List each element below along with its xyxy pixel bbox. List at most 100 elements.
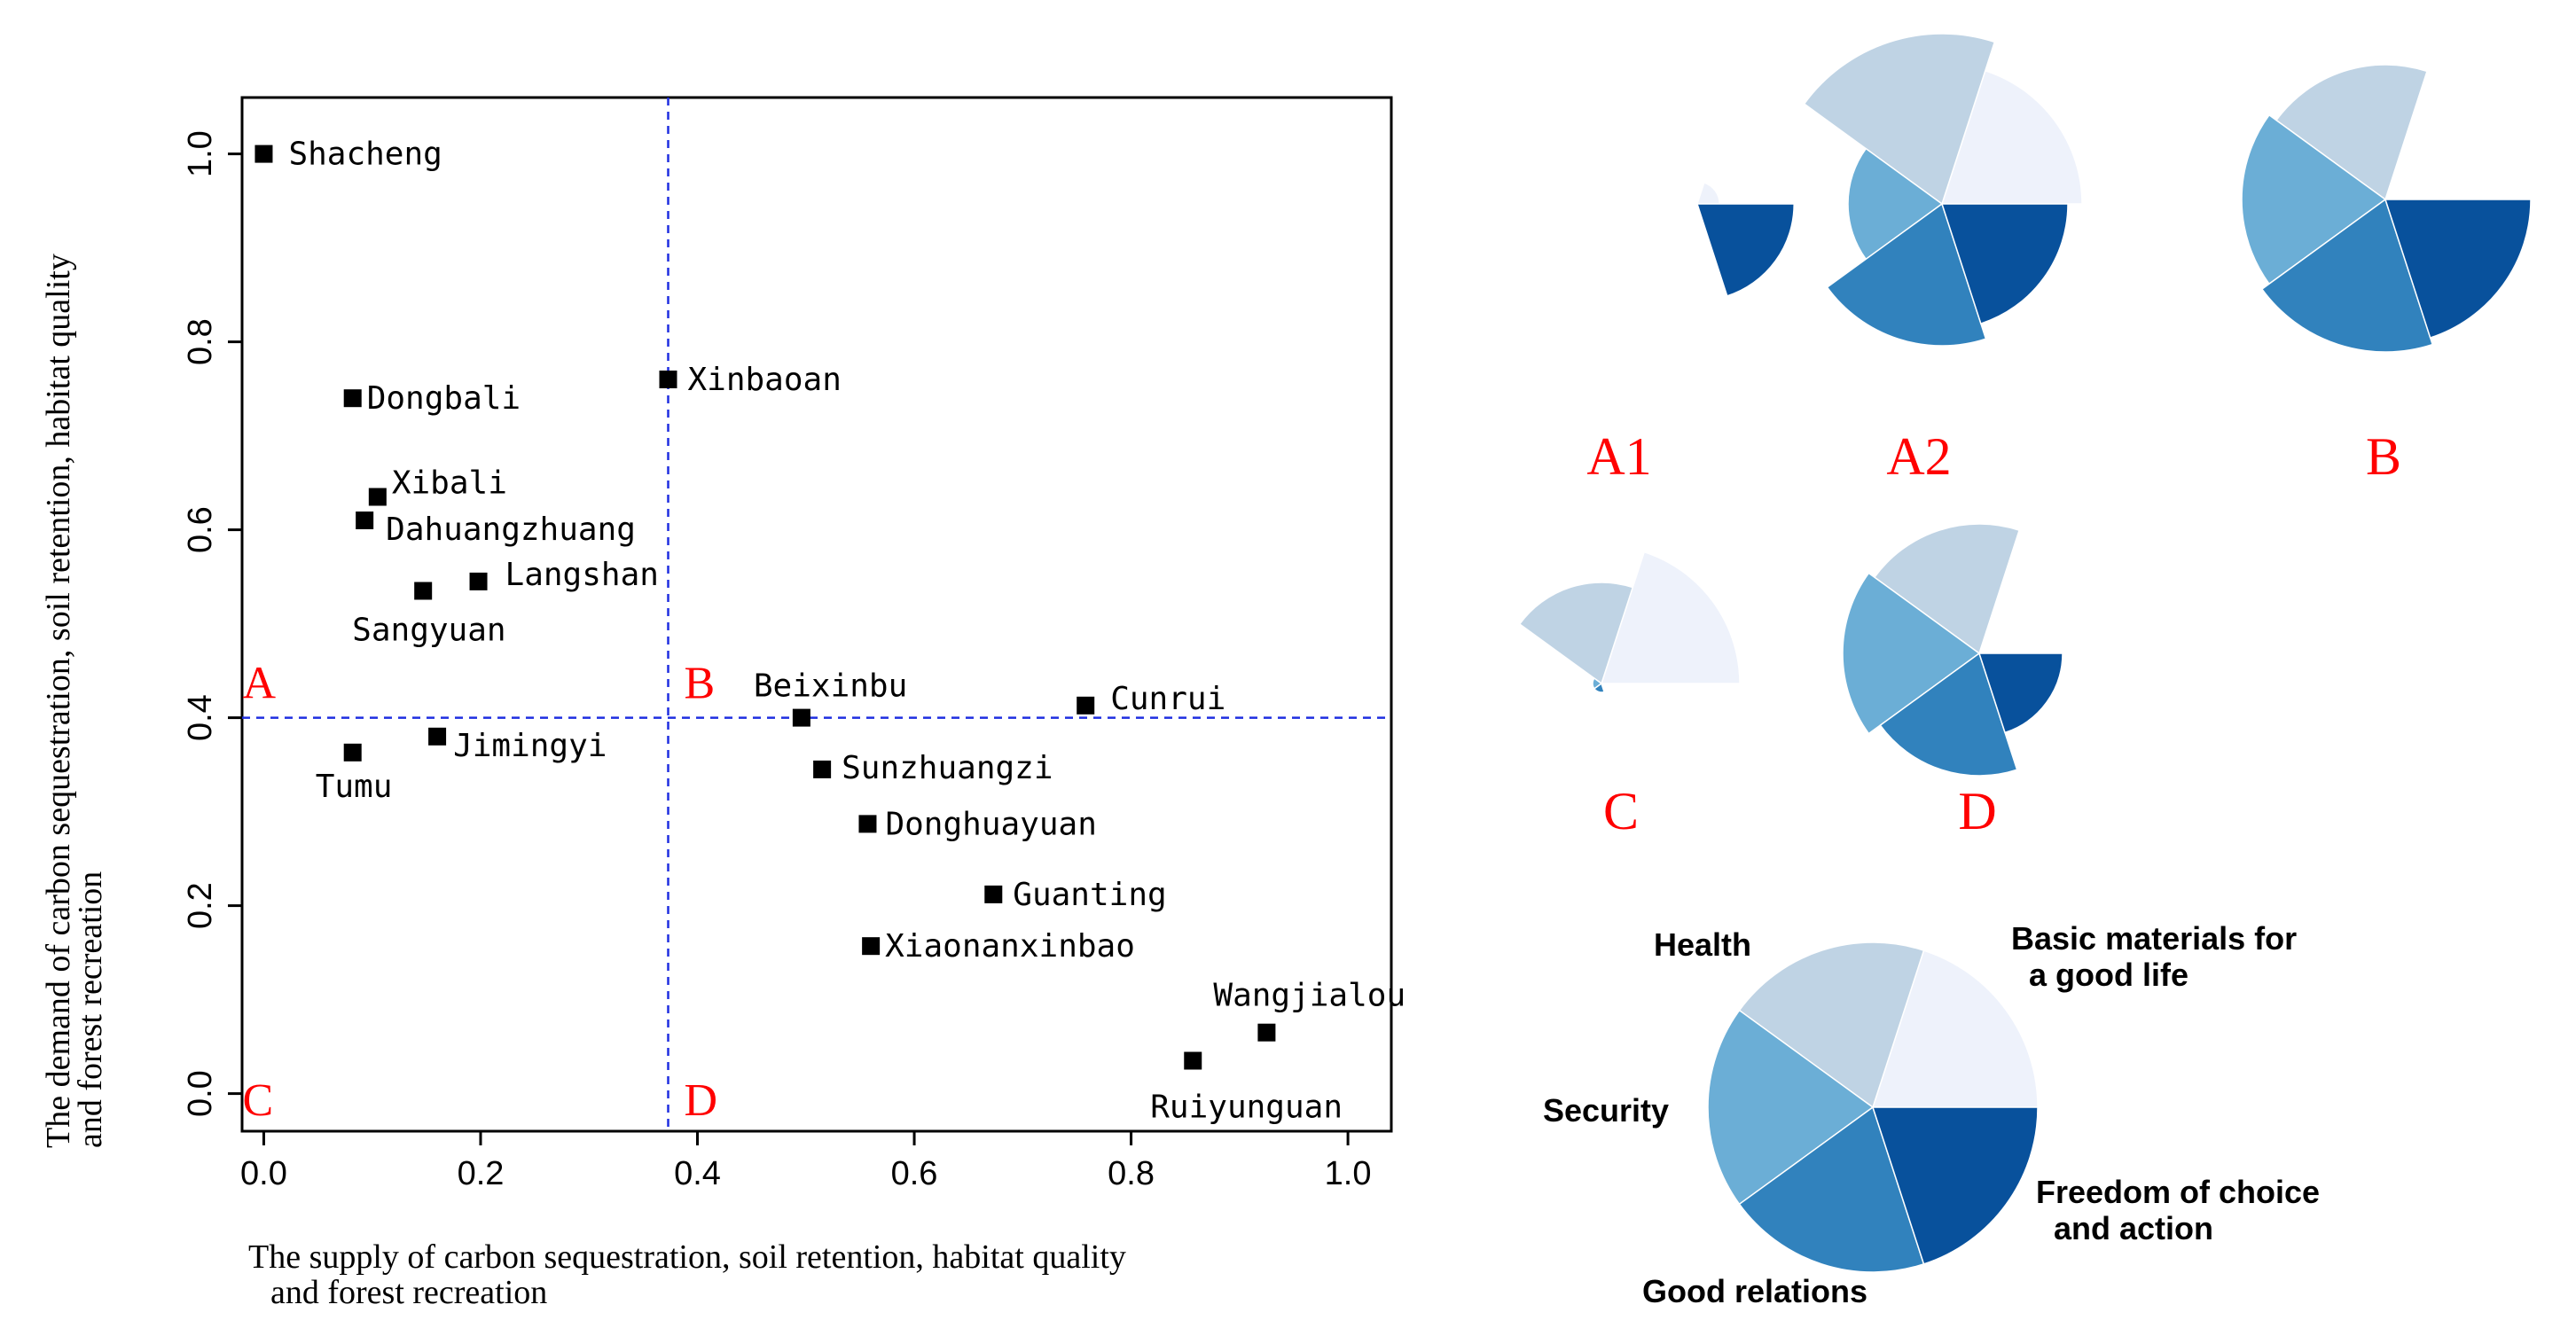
point-label-guanting: Guanting <box>1013 877 1166 913</box>
point-jimingyi <box>428 727 447 746</box>
quadrant-label-b: B <box>684 659 715 709</box>
glyph-a2-wedge-1 <box>1803 33 1996 206</box>
legend-label-health: Health <box>1654 926 1751 963</box>
scatter-panel: 0.0 0.2 0.4 0.6 0.8 1.0 0.0 0.2 0.4 0.6 0.8 1.0 A B… <box>40 96 1405 1311</box>
legend-wedge-3 <box>1738 1105 1925 1273</box>
quadrant-label-a: A <box>242 659 276 709</box>
x-tick-label: 1.0 <box>1325 1155 1372 1192</box>
legend-wedge-1 <box>1738 941 1925 1109</box>
y-axis: 0.0 0.2 0.4 0.6 0.8 1.0 <box>182 130 242 1117</box>
point-label-dahuangzhuang: Dahuangzhuang <box>386 512 636 548</box>
x-tick-label: 0.2 <box>458 1155 505 1192</box>
glyph-d-wedge-3 <box>1879 652 2018 777</box>
point-label-langshan: Langshan <box>505 557 659 593</box>
point-sunzhuangzi <box>813 760 832 778</box>
point-tumu <box>343 743 362 762</box>
glyph-d-wedge-2 <box>1842 572 1981 735</box>
y-tick-label: 0.6 <box>182 506 219 553</box>
x-axis-title-line1: The supply of carbon sequestration, soil… <box>248 1238 1126 1276</box>
glyph-d-wedge-1 <box>1873 523 2021 655</box>
glyph-b-wedge-1 <box>2275 64 2428 201</box>
legend-wedge-2 <box>1707 1009 1875 1206</box>
y-tick-label: 0.4 <box>182 694 219 741</box>
point-donghuayuan <box>858 815 877 833</box>
y-tick-label: 1.0 <box>182 130 219 177</box>
point-label-cunrui: Cunrui <box>1110 681 1225 717</box>
quadrant-labels: A B C D <box>242 659 717 1126</box>
glyph-label-a2: A2 <box>1886 427 1951 486</box>
legend-pie: Basic materials for a good life Health S… <box>1543 920 2320 1309</box>
glyph-c-wedge-0 <box>1600 551 1741 684</box>
point-dahuangzhuang <box>356 512 374 529</box>
y-tick-label: 0.0 <box>182 1070 219 1117</box>
x-tick-label: 0.4 <box>674 1155 721 1192</box>
glyph-c-wedge-1 <box>1518 582 1634 685</box>
point-label-xiaonanxinbao: Xiaonanxinbao <box>885 928 1135 965</box>
point-langshan <box>469 572 488 590</box>
point-xiaonanxinbao <box>862 937 881 956</box>
glyph-a2: A2 <box>1803 33 2083 486</box>
point-label-tumu: Tumu <box>316 769 393 805</box>
point-guanting <box>984 885 1003 903</box>
point-label-donghuayuan: Donghuayuan <box>885 806 1096 842</box>
threshold-lines <box>242 98 1391 1131</box>
glyph-a1-wedge-4 <box>1695 203 1795 297</box>
legend-label-basic-line2: a good life <box>2029 957 2188 993</box>
glyph-a2-wedge-3 <box>1826 202 1987 347</box>
glyph-a2-wedge-0 <box>1940 69 2083 205</box>
glyph-c: C <box>1518 551 1741 840</box>
legend-label-freedom-line2: and action <box>2054 1210 2213 1246</box>
point-cunrui <box>1077 696 1095 715</box>
y-axis-title-line1: The demand of carbon sequestration, soil… <box>40 254 77 1148</box>
point-label-sangyuan: Sangyuan <box>352 613 505 649</box>
glyph-d: D <box>1842 523 2063 840</box>
point-label-xibali: Xibali <box>392 465 507 502</box>
point-shacheng <box>254 145 273 163</box>
legend-wedge-4 <box>1871 1106 2039 1265</box>
glyph-b-wedge-4 <box>2384 199 2532 339</box>
point-xibali <box>368 488 387 506</box>
glyph-label-a1: A1 <box>1586 427 1651 486</box>
glyph-a2-wedge-2 <box>1847 147 1944 261</box>
point-wangjialou <box>1257 1023 1276 1042</box>
point-label-beixinbu: Beixinbu <box>754 668 907 705</box>
legend-label-freedom-line1: Freedom of choice <box>2036 1174 2320 1210</box>
quadrant-label-d: D <box>684 1075 717 1126</box>
legend-wedge-0 <box>1871 949 2039 1108</box>
glyph-a1-wedge-0 <box>1695 182 1720 205</box>
point-xinbaoan <box>659 371 677 388</box>
glyph-d-wedge-4 <box>1977 652 2063 734</box>
point-label-jimingyi: Jimingyi <box>453 728 607 764</box>
x-axis-title-line2: and forest recreation <box>270 1274 547 1311</box>
glyph-b-wedge-2 <box>2241 113 2387 285</box>
glyph-c-wedge-3 <box>1593 682 1606 693</box>
x-tick-label: 0.6 <box>891 1155 938 1192</box>
y-tick-label: 0.8 <box>182 318 219 365</box>
glyph-label-c: C <box>1603 782 1639 840</box>
point-label-shacheng: Shacheng <box>288 137 442 173</box>
y-tick-label: 0.2 <box>182 882 219 929</box>
point-label-ruiyunguan: Ruiyunguan <box>1150 1090 1343 1126</box>
point-ruiyunguan <box>1184 1051 1202 1070</box>
point-label-dongbali: Dongbali <box>367 380 521 417</box>
point-label-wangjialou: Wangjialou <box>1213 978 1405 1014</box>
point-dongbali <box>343 389 362 408</box>
point-beixinbu <box>792 708 810 727</box>
legend-label-good-relations: Good relations <box>1642 1273 1867 1309</box>
glyph-b: B <box>2241 64 2532 486</box>
glyph-label-d: D <box>1958 782 1996 840</box>
glyph-a2-wedge-4 <box>1940 203 2069 324</box>
y-axis-title-line2: and forest recreation <box>72 871 109 1148</box>
legend-label-basic-line1: Basic materials for <box>2011 920 2297 957</box>
x-tick-label: 0.8 <box>1108 1155 1155 1192</box>
glyph-a1: A1 <box>1586 182 1795 486</box>
radial-pie-glyphs: A1 A2 B C D <box>1518 33 2532 840</box>
data-points: Shacheng Dongbali Xinbaoan Xibali Dahuangzhu… <box>254 137 1405 1126</box>
point-sangyuan <box>414 582 433 600</box>
legend-pie-wedges <box>1707 941 2039 1273</box>
point-label-xinbaoan: Xinbaoan <box>687 362 841 398</box>
plot-area <box>240 96 1393 1133</box>
x-axis: 0.0 0.2 0.4 0.6 0.8 1.0 <box>240 1131 1372 1192</box>
glyph-b-wedge-3 <box>2260 198 2434 353</box>
